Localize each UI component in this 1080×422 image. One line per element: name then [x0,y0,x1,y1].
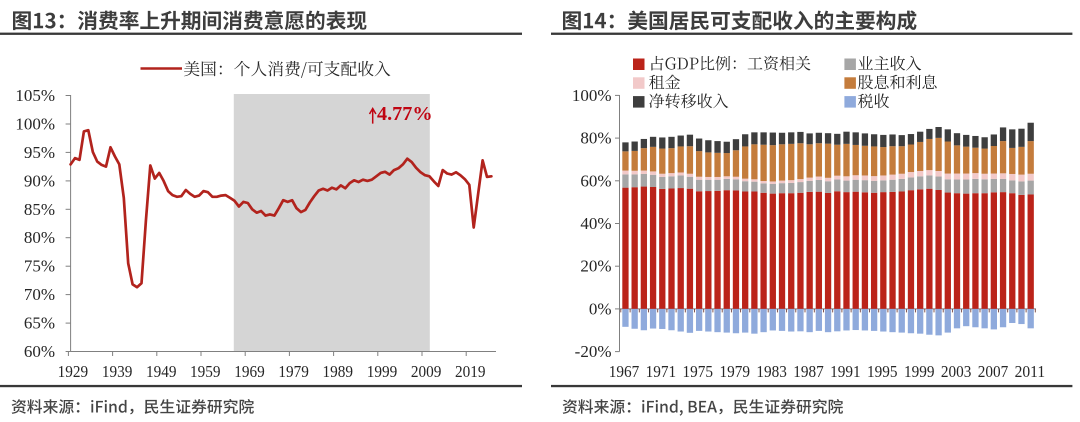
svg-text:1939: 1939 [102,362,133,381]
svg-text:60%: 60% [24,342,55,361]
svg-text:90%: 90% [24,171,55,190]
svg-text:1983: 1983 [756,362,787,381]
svg-text:-20%: -20% [575,342,612,361]
svg-text:2011: 2011 [1015,362,1046,381]
svg-text:40%: 40% [580,214,611,233]
svg-text:2009: 2009 [411,362,442,381]
svg-text:105%: 105% [15,86,55,105]
svg-text:1969: 1969 [234,362,265,381]
svg-text:1987: 1987 [793,362,824,381]
svg-text:1989: 1989 [323,362,354,381]
svg-text:4.77%: 4.77% [377,103,433,125]
svg-text:1967: 1967 [609,362,640,381]
svg-text:2019: 2019 [455,362,486,381]
svg-text:80%: 80% [580,129,611,148]
svg-text:1999: 1999 [367,362,398,381]
svg-text:65%: 65% [24,314,55,333]
svg-text:1949: 1949 [146,362,177,381]
svg-text:1929: 1929 [58,362,89,381]
svg-text:95%: 95% [24,143,55,162]
svg-text:1991: 1991 [830,362,861,381]
svg-text:1971: 1971 [646,362,677,381]
svg-text:1959: 1959 [190,362,221,381]
svg-text:1975: 1975 [683,362,714,381]
svg-text:2007: 2007 [978,362,1009,381]
svg-text:100%: 100% [15,115,55,134]
svg-text:20%: 20% [580,257,611,276]
svg-text:80%: 80% [24,228,55,247]
svg-text:1979: 1979 [719,362,750,381]
svg-text:1979: 1979 [278,362,309,381]
svg-text:75%: 75% [24,257,55,276]
svg-text:100%: 100% [572,86,612,105]
svg-text:2003: 2003 [941,362,972,381]
svg-text:70%: 70% [24,285,55,304]
svg-text:0%: 0% [589,299,612,318]
svg-text:1995: 1995 [867,362,898,381]
svg-text:60%: 60% [580,171,611,190]
svg-text:85%: 85% [24,200,55,219]
svg-text:1999: 1999 [904,362,935,381]
